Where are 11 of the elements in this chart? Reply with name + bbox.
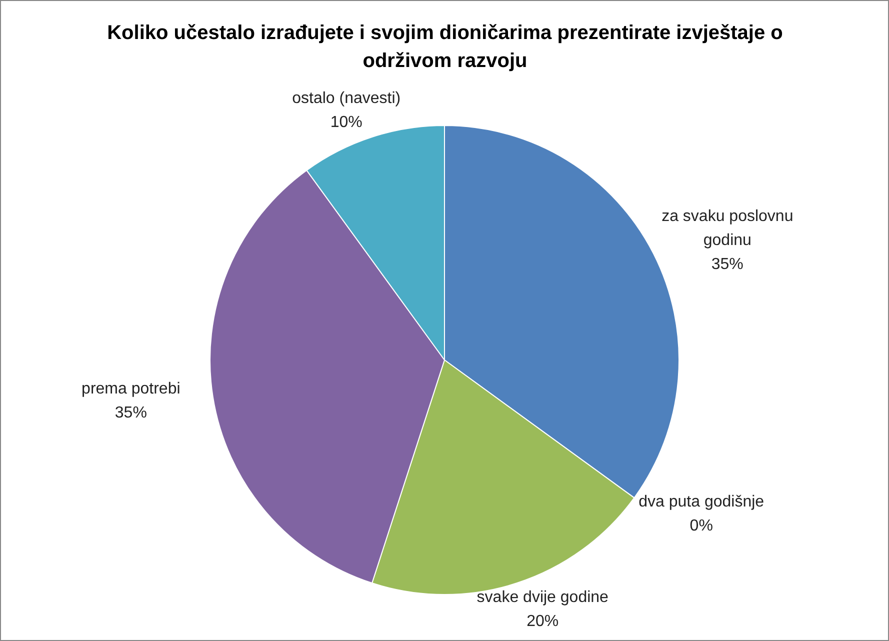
data-label: 10% <box>330 114 362 131</box>
slice-label: ostalo (navesti) <box>292 90 401 107</box>
text: 0% <box>690 518 713 535</box>
slice-label: prema potrebi <box>82 380 180 398</box>
category-label: dva puta godišnje <box>638 494 764 511</box>
slice-label: za svaku poslovnu godinu <box>662 208 794 250</box>
data-label: 20% <box>526 613 559 630</box>
data-label: 35% <box>711 256 744 274</box>
chart-title: Koliko učestalo izrađujete i svojim dioničarima prezentirate izvještaje o održivom razvoju <box>106 21 784 74</box>
slice-label: svake dvije godine <box>476 589 609 606</box>
data-label: 35% <box>114 404 147 422</box>
